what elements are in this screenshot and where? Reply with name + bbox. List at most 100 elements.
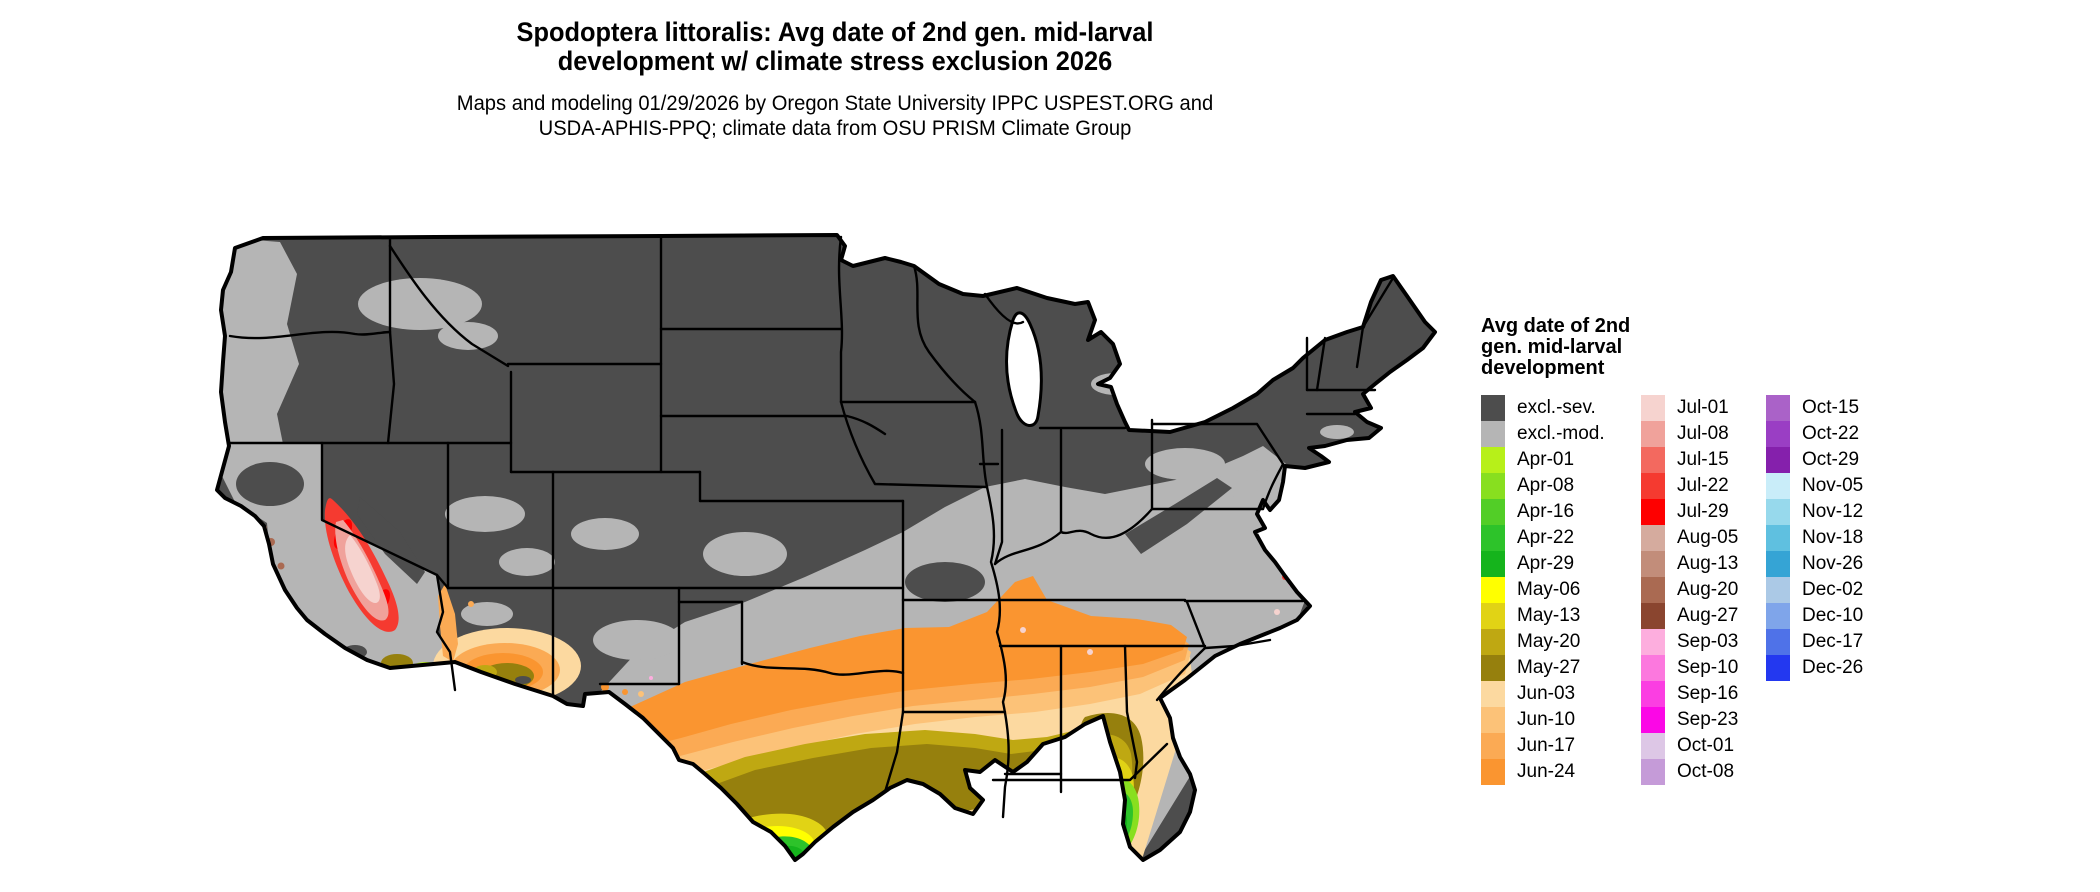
legend-color-swatch <box>1766 447 1790 473</box>
legend-entry-label: Aug-13 <box>1677 553 1739 574</box>
legend-title-line3: development <box>1481 357 1605 379</box>
legend-color-swatch <box>1641 629 1665 655</box>
legend-entry: Nov-05 <box>1766 473 1906 499</box>
legend-entry-label: Apr-29 <box>1517 553 1575 574</box>
legend-entry: Sep-23 <box>1641 707 1766 733</box>
legend-entry-label: May-06 <box>1517 579 1581 600</box>
legend-color-swatch <box>1481 473 1505 499</box>
legend-color-swatch <box>1641 577 1665 603</box>
legend-color-swatch <box>1766 395 1790 421</box>
legend-entry-label: Apr-08 <box>1517 475 1575 496</box>
legend-color-swatch <box>1641 525 1665 551</box>
legend-color-swatch <box>1766 629 1790 655</box>
legend-entry-label: May-27 <box>1517 657 1581 678</box>
legend-entry-label: excl.-sev. <box>1517 397 1596 418</box>
legend-entry-label: Dec-10 <box>1802 605 1864 626</box>
legend-entry-label: Dec-17 <box>1802 631 1864 652</box>
legend-entry-label: Jun-24 <box>1517 761 1576 782</box>
legend-entry: Jun-10 <box>1481 707 1641 733</box>
legend-title-line2: gen. mid-larval <box>1481 336 1623 358</box>
legend-entry: excl.-mod. <box>1481 421 1641 447</box>
legend-entry: Aug-20 <box>1641 577 1766 603</box>
legend-entry-label: Apr-22 <box>1517 527 1575 548</box>
legend-color-swatch <box>1766 577 1790 603</box>
legend-entry: May-06 <box>1481 577 1641 603</box>
legend-entry-label: May-13 <box>1517 605 1581 626</box>
legend-color-swatch <box>1481 577 1505 603</box>
legend-color-swatch <box>1481 733 1505 759</box>
legend-entry-label: excl.-mod. <box>1517 423 1605 444</box>
legend-entry: May-20 <box>1481 629 1641 655</box>
legend-entry: Nov-18 <box>1766 525 1906 551</box>
legend-title-line1: Avg date of 2nd <box>1481 315 1631 337</box>
legend-column-3: Oct-15 Oct-22 Oct-29 Nov-05 Nov-12 Nov-18 Nov-… <box>1766 395 1906 681</box>
legend-entry: Jul-08 <box>1641 421 1766 447</box>
legend-color-swatch <box>1481 421 1505 447</box>
legend-entry: Aug-05 <box>1641 525 1766 551</box>
legend-entry-label: Oct-15 <box>1802 397 1860 418</box>
legend-entry: Dec-10 <box>1766 603 1906 629</box>
legend-entry: Aug-13 <box>1641 551 1766 577</box>
legend-color-swatch <box>1641 759 1665 785</box>
legend-color-swatch <box>1766 473 1790 499</box>
legend-entry: Oct-08 <box>1641 759 1766 785</box>
legend-color-swatch <box>1766 499 1790 525</box>
legend-entry-label: Nov-18 <box>1802 527 1864 548</box>
legend-entry-label: Jul-22 <box>1677 475 1729 496</box>
legend-color-swatch <box>1766 551 1790 577</box>
legend-color-swatch <box>1641 473 1665 499</box>
legend-color-swatch <box>1641 733 1665 759</box>
legend-entry-label: Nov-26 <box>1802 553 1864 574</box>
legend-color-swatch <box>1641 603 1665 629</box>
legend-entry: Dec-17 <box>1766 629 1906 655</box>
legend-entry: Sep-10 <box>1641 655 1766 681</box>
legend-entry: Oct-29 <box>1766 447 1906 473</box>
legend-entry: Jun-17 <box>1481 733 1641 759</box>
lake-michigan <box>1005 311 1043 427</box>
legend-color-swatch <box>1766 655 1790 681</box>
legend-entry: excl.-sev. <box>1481 395 1641 421</box>
legend-entry: May-27 <box>1481 655 1641 681</box>
legend-entry: Aug-27 <box>1641 603 1766 629</box>
legend-entry: Jul-22 <box>1641 473 1766 499</box>
legend-entry-label: Jul-08 <box>1677 423 1729 444</box>
legend-entry-label: Oct-29 <box>1802 449 1860 470</box>
map-subtitle-line1: Maps and modeling 01/29/2026 by Oregon S… <box>456 92 1214 115</box>
legend-color-swatch <box>1641 707 1665 733</box>
legend-entry-label: Aug-20 <box>1677 579 1739 600</box>
legend-entry-label: Sep-23 <box>1677 709 1739 730</box>
legend-entry-label: Apr-16 <box>1517 501 1575 522</box>
legend-color-swatch <box>1481 707 1505 733</box>
legend-color-swatch <box>1481 603 1505 629</box>
legend-entry-label: Dec-26 <box>1802 657 1864 678</box>
legend-entry-label: Sep-03 <box>1677 631 1739 652</box>
legend-color-swatch <box>1481 447 1505 473</box>
us-outline <box>215 233 1437 862</box>
legend-entry: Jul-15 <box>1641 447 1766 473</box>
legend-entry-label: Nov-05 <box>1802 475 1864 496</box>
legend-entry-label: Apr-01 <box>1517 449 1575 470</box>
legend-entry: Dec-02 <box>1766 577 1906 603</box>
legend-color-swatch <box>1641 421 1665 447</box>
legend-entry: Nov-12 <box>1766 499 1906 525</box>
legend-color-swatch <box>1766 603 1790 629</box>
legend-column-1: excl.-sev. excl.-mod. Apr-01 Apr-08 Apr-16 Ap… <box>1481 395 1641 785</box>
legend-color-swatch <box>1481 759 1505 785</box>
map-title: Spodoptera littoralis: Avg date of 2nd g… <box>0 18 1670 76</box>
legend-color-swatch <box>1481 629 1505 655</box>
map-legend: Avg date of 2nd gen. mid-larval developm… <box>1481 316 1961 785</box>
legend-entry-label: Sep-10 <box>1677 657 1739 678</box>
legend-color-swatch <box>1766 525 1790 551</box>
legend-entry-label: Jul-01 <box>1677 397 1729 418</box>
map-subtitle-line2: USDA-APHIS-PPQ; climate data from OSU PR… <box>538 117 1132 140</box>
us-map-svg <box>215 233 1437 862</box>
legend-entry-label: Oct-01 <box>1677 735 1735 756</box>
map-title-line2: development w/ climate stress exclusion … <box>557 46 1113 76</box>
legend-entry-label: Aug-27 <box>1677 605 1739 626</box>
legend-entry: Apr-29 <box>1481 551 1641 577</box>
legend-entry: Jul-29 <box>1641 499 1766 525</box>
legend-entry-label: Nov-12 <box>1802 501 1864 522</box>
legend-entry: Sep-03 <box>1641 629 1766 655</box>
legend-color-swatch <box>1481 681 1505 707</box>
